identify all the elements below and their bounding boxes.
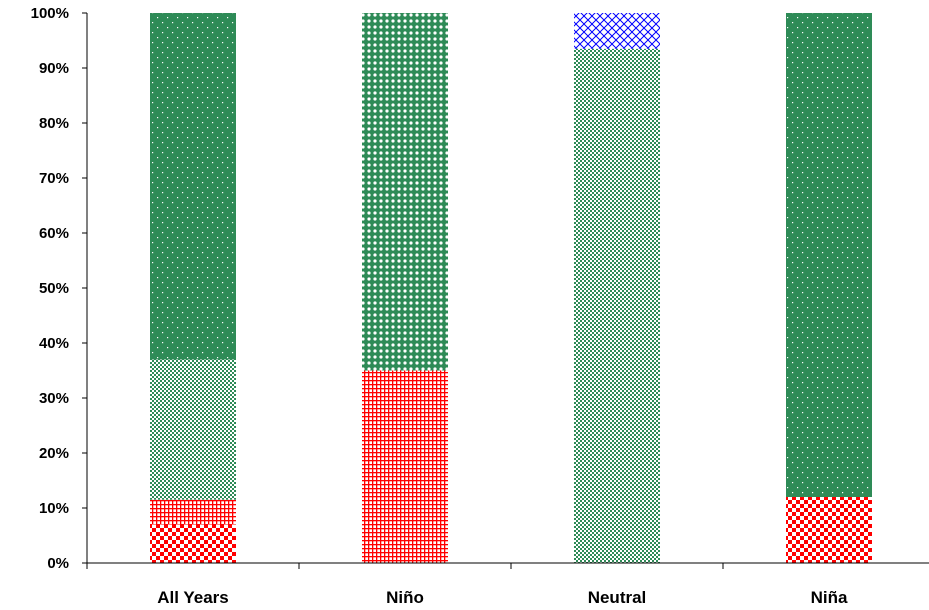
y-tick-label: 100% [31,5,69,22]
y-tick-label: 90% [39,60,69,77]
y-tick-label: 50% [39,280,69,297]
bar-segment-red-grid [362,370,448,563]
bars-layer [150,13,872,563]
y-tick-label: 60% [39,225,69,242]
x-category-label: Neutral [588,588,647,607]
bar-segment-red-grid [150,499,236,525]
y-tick-label: 30% [39,390,69,407]
y-tick-label: 70% [39,170,69,187]
bar-segment-red-checker [150,524,236,563]
axes-layer: 0% 10% 20% 30% 40% 50% 60% 70% 80% 90% 100% All Yea… [31,5,929,607]
x-category-label: All Years [157,588,229,607]
bar-segment-blue-crosshatch [574,13,660,49]
bar-segment-green-dots [786,13,872,497]
bar-segment-red-checker [786,497,872,563]
bar-segment-green-circles [362,13,448,371]
y-tick-label: 40% [39,335,69,352]
bar-segment-green-dots [150,13,236,360]
y-tick-label: 20% [39,445,69,462]
y-tick-label: 0% [47,555,69,572]
bar-segment-green-fine-check [574,48,660,563]
x-category-label: Niño [386,588,424,607]
bar-segment-green-fine-check [150,359,236,500]
y-tick-label: 80% [39,115,69,132]
x-category-label: Niña [811,588,848,607]
y-tick-label: 10% [39,500,69,517]
